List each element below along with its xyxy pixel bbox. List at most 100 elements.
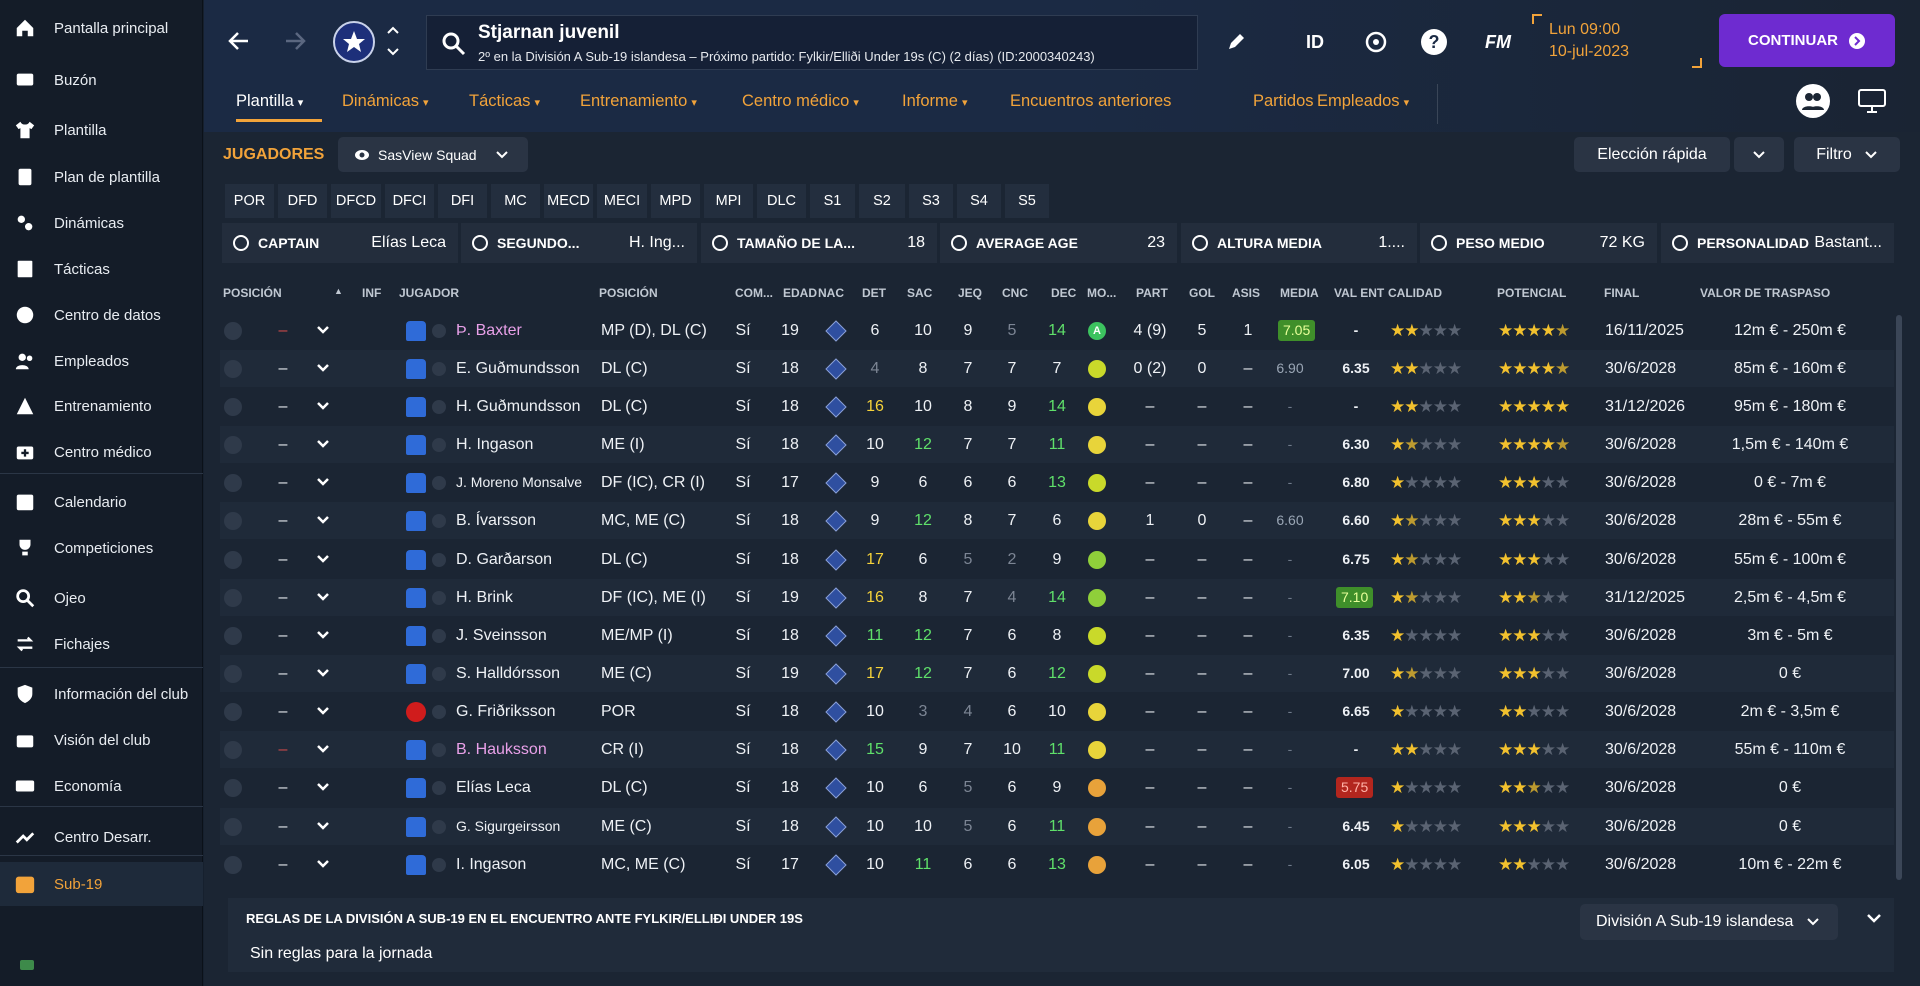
player-info-icon[interactable] (432, 514, 446, 528)
sidebar-item-plantilla[interactable]: Plantilla (0, 108, 203, 152)
quick-pick-dropdown[interactable] (1734, 137, 1784, 172)
player-info-icon[interactable] (432, 820, 446, 834)
sidebar-item-econom-a[interactable]: Economía (0, 764, 203, 808)
table-row[interactable]: – Þ. Baxter MP (D), DL (C) Sí 19 6 10 9 5 14 A 4 (9… (220, 312, 1894, 349)
player-name[interactable]: H. Guðmundsson (456, 398, 581, 415)
table-row[interactable]: – H. Ingason ME (I) Sí 18 10 12 7 7 11 – – – - 6.30 ★★★… (220, 426, 1894, 463)
select-checkbox[interactable] (224, 779, 242, 797)
select-checkbox[interactable] (224, 512, 242, 530)
club-title-box[interactable]: Stjarnan juvenil 2º en la División A Sub… (426, 15, 1198, 70)
help-button[interactable]: ? (1420, 28, 1448, 56)
row-position-slot[interactable]: – (278, 436, 288, 453)
table-row[interactable]: – B. Hauksson CR (I) Sí 18 15 9 7 10 11 – – – - - ★★★★★… (220, 731, 1894, 768)
tab-empleados[interactable]: Empleados ▾ (1317, 92, 1409, 124)
column-header[interactable]: JUGADOR (399, 286, 460, 300)
tab-encuentros-anteriores[interactable]: Encuentros anteriores (1010, 92, 1171, 124)
row-position-slot[interactable]: – (278, 589, 288, 606)
player-name[interactable]: G. Friðriksson (456, 703, 556, 720)
row-position-slot[interactable]: – (278, 360, 288, 377)
sidebar-item-ojeo[interactable]: Ojeo (0, 576, 203, 620)
id-button[interactable]: ID (1306, 31, 1324, 52)
position-filter-button[interactable]: MC (490, 183, 541, 219)
sidebar-item-competiciones[interactable]: Competiciones (0, 526, 203, 570)
player-info-icon[interactable] (432, 400, 446, 414)
select-checkbox[interactable] (224, 741, 242, 759)
column-header[interactable]: PART (1136, 286, 1168, 300)
position-filter-button[interactable]: S2 (858, 183, 906, 219)
sidebar-item-visi-n-del-club[interactable]: Visión del club (0, 718, 203, 762)
row-dropdown-chevron-icon[interactable] (316, 693, 330, 730)
scrollbar[interactable] (1896, 315, 1902, 880)
sidebar-item-empleados[interactable]: Empleados (0, 339, 203, 383)
position-filter-button[interactable]: DLC (756, 183, 807, 219)
position-filter-button[interactable]: DFCD (330, 183, 382, 219)
column-header[interactable]: POTENCIAL (1497, 286, 1567, 300)
select-checkbox[interactable] (224, 551, 242, 569)
column-header[interactable]: CALIDAD (1388, 286, 1442, 300)
player-info-icon[interactable] (432, 362, 446, 376)
row-position-slot[interactable]: – (278, 551, 288, 568)
sidebar-item-centro-m-dico[interactable]: Centro médico (0, 430, 203, 474)
column-header[interactable]: FINAL (1604, 286, 1640, 300)
sidebar-item-t-cticas[interactable]: Tácticas (0, 247, 203, 291)
row-position-slot[interactable]: – (278, 703, 288, 720)
sidebar-item-fichajes[interactable]: Fichajes (0, 622, 203, 666)
select-checkbox[interactable] (224, 818, 242, 836)
fm-button[interactable]: FM (1485, 31, 1511, 52)
table-row[interactable]: – J. Sveinsson ME/MP (I) Sí 18 11 12 7 6 8 – – – - 6.3… (220, 617, 1894, 654)
player-name[interactable]: H. Ingason (456, 436, 534, 453)
row-dropdown-chevron-icon[interactable] (316, 426, 330, 463)
player-name[interactable]: G. Sigurgeirsson (456, 818, 561, 834)
collapse-button[interactable] (1866, 912, 1882, 930)
row-dropdown-chevron-icon[interactable] (316, 731, 330, 768)
column-header[interactable]: POSICIÓN (599, 286, 658, 300)
row-position-slot[interactable]: – (278, 322, 288, 339)
row-position-slot[interactable]: – (278, 818, 288, 835)
column-header[interactable]: COM... (735, 286, 773, 300)
column-header[interactable]: DEC (1051, 286, 1077, 300)
select-checkbox[interactable] (224, 589, 242, 607)
player-info-icon[interactable] (432, 438, 446, 452)
row-position-slot[interactable]: – (278, 627, 288, 644)
select-checkbox[interactable] (224, 360, 242, 378)
column-header[interactable]: VALOR DE TRASPASO (1700, 286, 1831, 300)
row-position-slot[interactable]: – (278, 779, 288, 796)
row-dropdown-chevron-icon[interactable] (316, 502, 330, 539)
row-position-slot[interactable]: – (278, 665, 288, 682)
column-header[interactable]: EDAD (783, 286, 818, 300)
column-header[interactable]: DET (862, 286, 886, 300)
row-dropdown-chevron-icon[interactable] (316, 312, 330, 349)
table-row[interactable]: – J. Moreno Monsalve DF (IC), CR (I) Sí 17 9 6… (220, 464, 1894, 501)
sidebar-item-plan-de-plantilla[interactable]: Plan de plantilla (0, 155, 203, 199)
position-filter-button[interactable]: DFI (437, 183, 488, 219)
table-row[interactable]: – Elías Leca DL (C) Sí 18 10 6 5 6 9 – – – - 5.75 ★★★★★… (220, 769, 1894, 806)
sidebar-item-pantalla-principal[interactable]: Pantalla principal (0, 6, 203, 50)
position-filter-button[interactable]: S1 (809, 183, 856, 219)
player-name[interactable]: B. Ívarsson (456, 512, 537, 529)
position-filter-button[interactable]: DFCI (384, 183, 435, 219)
player-name[interactable]: E. Guðmundsson (456, 360, 580, 377)
row-dropdown-chevron-icon[interactable] (316, 541, 330, 578)
tab-informe[interactable]: Informe ▾ (902, 92, 967, 124)
club-crest[interactable] (333, 21, 375, 63)
sidebar-item-entrenamiento[interactable]: Entrenamiento (0, 384, 203, 428)
player-name[interactable]: J. Sveinsson (456, 627, 547, 644)
select-checkbox[interactable] (224, 322, 242, 340)
row-position-slot[interactable]: – (278, 512, 288, 529)
player-name[interactable]: B. Hauksson (456, 741, 547, 758)
table-row[interactable]: – B. Ívarsson MC, ME (C) Sí 18 9 12 8 7 6 1 0 – 6.60 6… (220, 502, 1894, 539)
table-row[interactable]: – S. Halldórsson ME (C) Sí 19 17 12 7 6 12 – – – - 7.0… (220, 655, 1894, 692)
table-row[interactable]: – G. Sigurgeirsson ME (C) Sí 18 10 10 5 6 11 – – – - 6… (220, 808, 1894, 845)
back-button[interactable] (224, 26, 254, 56)
quick-pick-button[interactable]: Elección rápida (1574, 137, 1730, 172)
filter-button[interactable]: Filtro (1794, 137, 1900, 172)
row-dropdown-chevron-icon[interactable] (316, 388, 330, 425)
position-filter-button[interactable]: S3 (908, 183, 954, 219)
row-dropdown-chevron-icon[interactable] (316, 655, 330, 692)
select-checkbox[interactable] (224, 856, 242, 874)
table-row[interactable]: – E. Guðmundsson DL (C) Sí 18 4 8 7 7 7 0 (2) 0 – 6.9… (220, 350, 1894, 387)
football-button[interactable] (1362, 28, 1390, 56)
table-row[interactable]: – H. Guðmundsson DL (C) Sí 18 16 10 8 9 14 – – – - - ★★… (220, 388, 1894, 425)
select-checkbox[interactable] (224, 703, 242, 721)
column-header[interactable]: CNC (1002, 286, 1028, 300)
